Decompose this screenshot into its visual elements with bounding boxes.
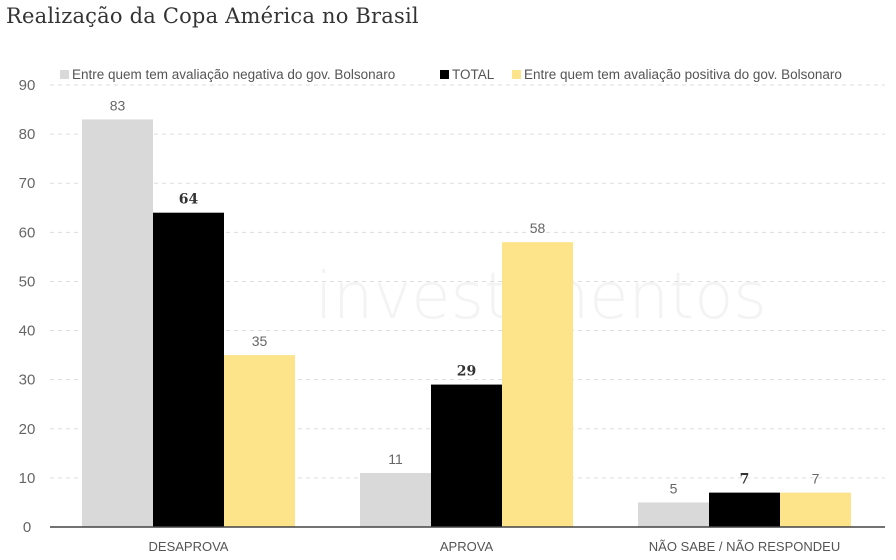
x-category-label: DESAPROVA bbox=[149, 539, 229, 554]
legend-swatch bbox=[440, 70, 449, 79]
x-category-label: APROVA bbox=[440, 539, 494, 554]
data-label: 5 bbox=[670, 480, 678, 496]
x-category-label: NÃO SABE / NÃO RESPONDEU bbox=[649, 539, 840, 554]
legend-label: Entre quem tem avaliação negativa do gov… bbox=[72, 67, 395, 82]
data-label: 11 bbox=[388, 451, 403, 467]
data-label: 35 bbox=[252, 333, 268, 349]
y-tick-label: 50 bbox=[19, 273, 36, 290]
y-tick-label: 60 bbox=[19, 224, 36, 241]
data-label: 83 bbox=[110, 97, 126, 113]
legend-swatch bbox=[60, 70, 69, 79]
y-tick-label: 0 bbox=[23, 519, 31, 536]
bar bbox=[709, 492, 780, 527]
y-tick-label: 70 bbox=[19, 175, 36, 192]
bar bbox=[360, 472, 431, 527]
bar bbox=[224, 355, 295, 527]
data-label: 58 bbox=[530, 220, 546, 236]
y-tick-label: 30 bbox=[19, 372, 36, 389]
chart-title: Realização da Copa América no Brasil bbox=[6, 4, 419, 28]
legend-label: TOTAL bbox=[452, 67, 495, 82]
data-label: 64 bbox=[179, 192, 199, 208]
y-tick-label: 80 bbox=[19, 126, 36, 143]
y-tick-label: 40 bbox=[19, 323, 36, 340]
y-tick-label: 20 bbox=[19, 421, 36, 438]
bar bbox=[502, 242, 573, 527]
data-label: 7 bbox=[812, 471, 820, 487]
bar bbox=[431, 384, 502, 527]
bar bbox=[780, 492, 851, 527]
legend-label: Entre quem tem avaliação positiva do gov… bbox=[524, 67, 842, 82]
data-label: 7 bbox=[740, 472, 750, 488]
y-tick-label: 10 bbox=[19, 470, 36, 487]
data-label: 29 bbox=[457, 364, 476, 380]
y-tick-label: 90 bbox=[19, 77, 36, 94]
bar bbox=[153, 212, 224, 527]
legend-swatch bbox=[512, 70, 521, 79]
bar bbox=[638, 502, 709, 527]
bar bbox=[82, 119, 153, 527]
